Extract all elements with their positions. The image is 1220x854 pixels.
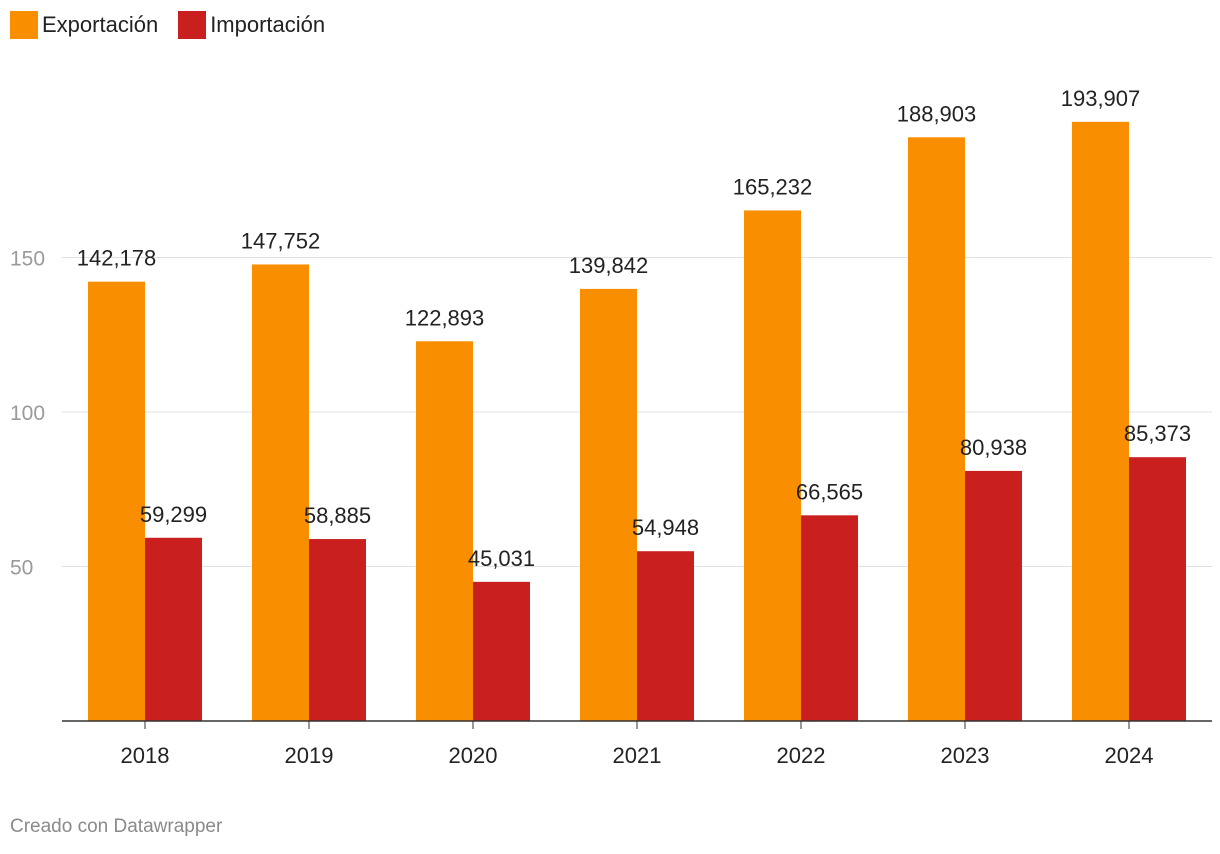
bar-importacion (1129, 457, 1186, 721)
legend: Exportación Importación (10, 11, 345, 39)
x-tick-label: 2019 (285, 743, 334, 768)
legend-label-exportacion: Exportación (42, 12, 159, 37)
bar-exportacion (416, 341, 473, 721)
bar-importacion (145, 537, 202, 721)
bar-exportacion (908, 137, 965, 721)
data-label: 66,565 (796, 479, 863, 504)
bar-importacion (473, 581, 530, 721)
bar-exportacion (88, 281, 145, 721)
legend-item-exportacion: Exportación (10, 11, 158, 39)
legend-label-importacion: Importación (210, 12, 326, 37)
x-tick-label: 2018 (121, 743, 170, 768)
legend-swatch-exportacion (10, 11, 38, 39)
data-label: 45,031 (468, 546, 535, 571)
bar-exportacion (744, 210, 801, 722)
bar-chart: 50 100 150 142,178 59,299 2018 147,752 58,885 20… (10, 86, 1212, 768)
bar-importacion (965, 470, 1022, 721)
data-label: 59,299 (140, 502, 207, 527)
x-tick-label: 2023 (941, 743, 990, 768)
data-label: 165,232 (733, 174, 813, 199)
x-tick-label: 2022 (777, 743, 826, 768)
bar-exportacion (580, 288, 637, 721)
x-tick-label: 2024 (1105, 743, 1154, 768)
legend-swatch-importacion (178, 11, 207, 39)
footer-credit: Creado con Datawrapper (10, 816, 223, 837)
data-label: 80,938 (960, 435, 1027, 460)
x-tick-label: 2021 (613, 743, 662, 768)
legend-item-importacion: Importación (178, 11, 325, 39)
data-label: 58,885 (304, 503, 371, 528)
data-label: 188,903 (897, 101, 977, 126)
data-label: 193,907 (1061, 86, 1141, 111)
bar-importacion (801, 515, 858, 721)
bar-importacion (637, 551, 694, 721)
bar-importacion (309, 539, 366, 721)
data-label: 142,178 (77, 246, 157, 271)
y-tick-label: 150 (10, 248, 45, 271)
data-label: 139,842 (569, 253, 649, 278)
y-tick-label: 100 (10, 402, 45, 425)
bar-exportacion (252, 264, 309, 721)
data-label: 122,893 (405, 305, 485, 330)
data-label: 54,948 (632, 515, 699, 540)
y-tick-label: 50 (10, 557, 33, 580)
data-label: 85,373 (1124, 421, 1191, 446)
data-label: 147,752 (241, 228, 321, 253)
x-tick-label: 2020 (449, 743, 498, 768)
bar-exportacion (1072, 121, 1129, 721)
